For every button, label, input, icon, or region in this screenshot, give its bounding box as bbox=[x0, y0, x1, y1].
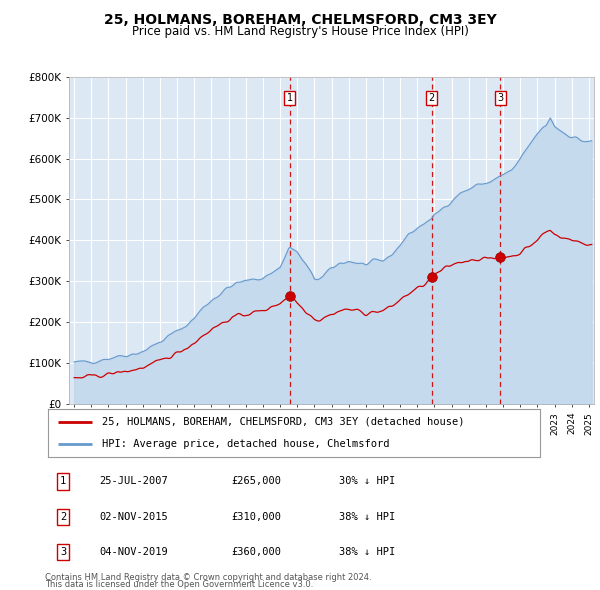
Text: 2: 2 bbox=[428, 93, 435, 103]
Text: 1: 1 bbox=[60, 477, 66, 486]
Text: This data is licensed under the Open Government Licence v3.0.: This data is licensed under the Open Gov… bbox=[45, 580, 313, 589]
Text: 02-NOV-2015: 02-NOV-2015 bbox=[99, 512, 168, 522]
Text: 2: 2 bbox=[60, 512, 66, 522]
Text: 30% ↓ HPI: 30% ↓ HPI bbox=[339, 477, 395, 486]
Text: £360,000: £360,000 bbox=[231, 548, 281, 557]
Text: Contains HM Land Registry data © Crown copyright and database right 2024.: Contains HM Land Registry data © Crown c… bbox=[45, 573, 371, 582]
Text: £265,000: £265,000 bbox=[231, 477, 281, 486]
Text: 3: 3 bbox=[60, 548, 66, 557]
Text: Price paid vs. HM Land Registry's House Price Index (HPI): Price paid vs. HM Land Registry's House … bbox=[131, 25, 469, 38]
Text: 04-NOV-2019: 04-NOV-2019 bbox=[99, 548, 168, 557]
Text: 25, HOLMANS, BOREHAM, CHELMSFORD, CM3 3EY (detached house): 25, HOLMANS, BOREHAM, CHELMSFORD, CM3 3E… bbox=[102, 417, 464, 427]
Text: 25, HOLMANS, BOREHAM, CHELMSFORD, CM3 3EY: 25, HOLMANS, BOREHAM, CHELMSFORD, CM3 3E… bbox=[104, 13, 496, 27]
Text: 1: 1 bbox=[287, 93, 293, 103]
Text: 3: 3 bbox=[497, 93, 503, 103]
Text: 38% ↓ HPI: 38% ↓ HPI bbox=[339, 548, 395, 557]
Text: 38% ↓ HPI: 38% ↓ HPI bbox=[339, 512, 395, 522]
Text: 25-JUL-2007: 25-JUL-2007 bbox=[99, 477, 168, 486]
Text: £310,000: £310,000 bbox=[231, 512, 281, 522]
Text: HPI: Average price, detached house, Chelmsford: HPI: Average price, detached house, Chel… bbox=[102, 439, 389, 449]
